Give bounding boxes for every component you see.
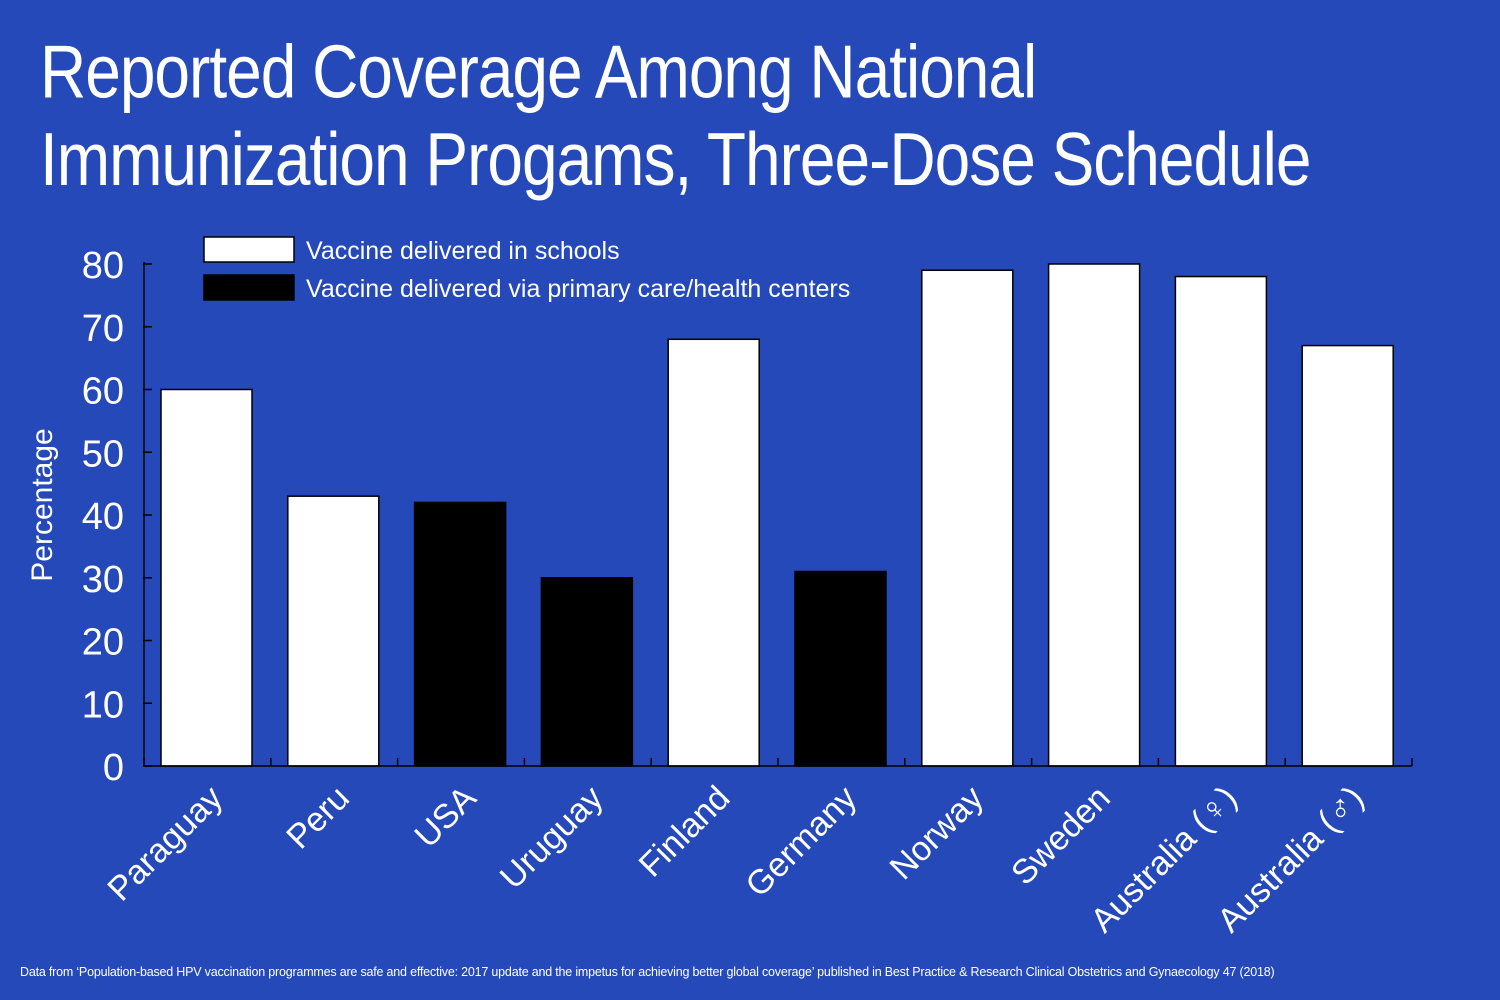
legend-swatch-primary_care	[203, 274, 295, 301]
legend-swatch-schools	[203, 236, 295, 263]
legend-label-primary_care: Vaccine delivered via primary care/healt…	[306, 275, 850, 303]
y-tick-label-70: 70	[82, 308, 124, 350]
y-tick-label-60: 60	[82, 371, 124, 413]
bars-group	[160, 263, 1394, 767]
x-label-5: Finland	[632, 779, 738, 885]
bar-4	[540, 577, 634, 767]
page-title: Reported Coverage Among National Immuniz…	[40, 28, 1480, 203]
bar-8	[1047, 263, 1141, 767]
x-label-1: Paraguay	[100, 779, 230, 909]
x-label-3: USA	[407, 779, 484, 856]
x-label-8: Sweden	[1004, 779, 1118, 893]
legend-label-schools: Vaccine delivered in schools	[306, 237, 620, 265]
bar-3	[413, 501, 507, 767]
page-title-line-1: Reported Coverage Among National	[40, 29, 1037, 115]
bar-1	[160, 388, 253, 767]
x-label-2: Peru	[279, 779, 357, 857]
y-tick-label-50: 50	[82, 433, 124, 475]
bar-6	[794, 570, 887, 767]
bar-5	[667, 338, 760, 767]
y-tick-label-20: 20	[82, 622, 124, 664]
bar-10	[1301, 344, 1394, 767]
bar-7	[921, 269, 1014, 767]
source-note: Data from ‘Population-based HPV vaccinat…	[20, 965, 1275, 979]
page-title-line-2: Immunization Progams, Three-Dose Schedul…	[40, 116, 1311, 202]
y-tick-label-40: 40	[82, 496, 124, 538]
bar-2	[287, 495, 380, 767]
x-label-4: Uruguay	[493, 779, 611, 897]
y-tick-label-0: 0	[103, 747, 124, 789]
y-tick-label-80: 80	[82, 245, 124, 287]
x-label-6: Germany	[738, 779, 864, 905]
y-tick-label-30: 30	[82, 559, 124, 601]
y-ticks-group: 0 10 20 30 40 50 60 70 80	[82, 245, 1413, 789]
x-label-7: Norway	[883, 779, 991, 887]
y-axis-label: Percentage	[26, 428, 59, 581]
x-labels-group: Paraguay Peru USA Uruguay Finland Germany Norw…	[100, 779, 1371, 940]
y-tick-label-10: 10	[82, 684, 124, 726]
bar-9	[1174, 275, 1268, 767]
legend: Vaccine delivered in schools Vaccine deli…	[203, 236, 850, 303]
